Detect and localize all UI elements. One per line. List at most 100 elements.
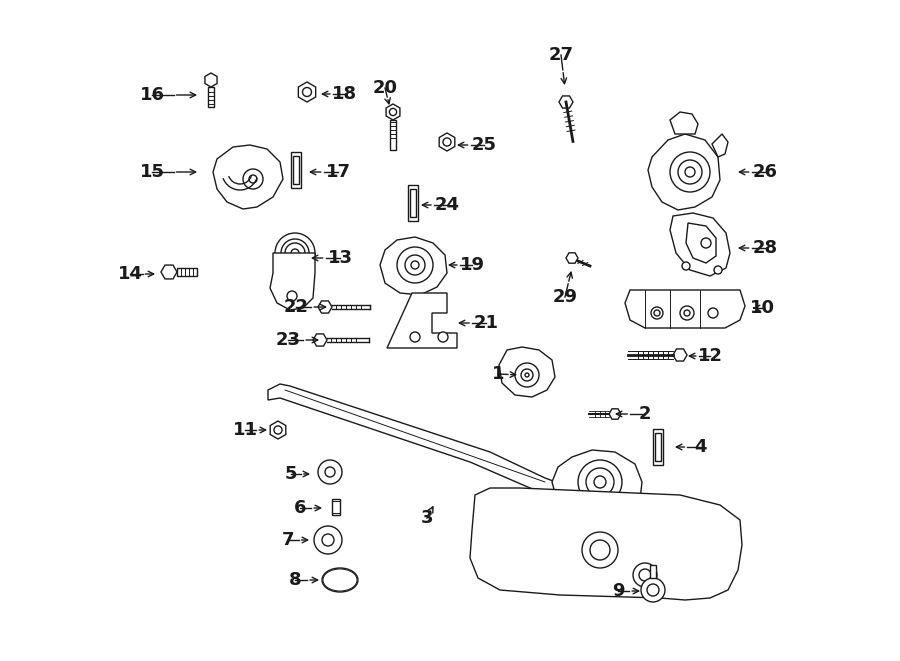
Polygon shape — [625, 290, 745, 328]
Polygon shape — [648, 134, 720, 210]
Polygon shape — [410, 189, 416, 217]
Circle shape — [515, 363, 539, 387]
Text: 28: 28 — [752, 239, 778, 257]
Text: 11: 11 — [232, 421, 257, 439]
Circle shape — [654, 310, 660, 316]
Circle shape — [651, 307, 663, 319]
Text: 22: 22 — [284, 298, 309, 316]
Circle shape — [633, 563, 657, 587]
Polygon shape — [653, 429, 663, 465]
Circle shape — [287, 291, 297, 301]
Text: 29: 29 — [553, 288, 578, 306]
Text: 3: 3 — [421, 509, 433, 527]
Polygon shape — [270, 253, 315, 310]
Ellipse shape — [323, 569, 357, 591]
Circle shape — [684, 310, 690, 316]
Circle shape — [275, 233, 315, 273]
Text: 27: 27 — [548, 46, 573, 64]
Polygon shape — [712, 134, 728, 157]
Text: 26: 26 — [752, 163, 778, 181]
Text: 8: 8 — [289, 571, 302, 589]
Polygon shape — [650, 565, 656, 578]
Text: 25: 25 — [472, 136, 497, 154]
Circle shape — [314, 526, 342, 554]
Circle shape — [291, 249, 299, 257]
Circle shape — [438, 332, 448, 342]
Polygon shape — [291, 152, 301, 188]
Text: 6: 6 — [293, 499, 306, 517]
Circle shape — [525, 373, 529, 377]
Polygon shape — [559, 96, 573, 108]
Polygon shape — [205, 73, 217, 87]
Circle shape — [390, 108, 397, 116]
Text: 5: 5 — [284, 465, 297, 483]
Circle shape — [594, 476, 606, 488]
Polygon shape — [408, 185, 418, 221]
Polygon shape — [268, 384, 618, 520]
Polygon shape — [470, 488, 742, 600]
Circle shape — [285, 243, 305, 263]
Text: 15: 15 — [140, 163, 165, 181]
Polygon shape — [318, 301, 332, 313]
Circle shape — [325, 467, 335, 477]
Circle shape — [397, 247, 433, 283]
Polygon shape — [673, 349, 687, 361]
Circle shape — [641, 578, 665, 602]
Circle shape — [322, 534, 334, 546]
Text: 13: 13 — [328, 249, 353, 267]
Circle shape — [243, 169, 263, 189]
Text: 14: 14 — [118, 265, 142, 283]
Polygon shape — [566, 253, 578, 263]
Text: 17: 17 — [326, 163, 350, 181]
Circle shape — [578, 460, 622, 504]
Circle shape — [647, 584, 659, 596]
Polygon shape — [439, 133, 454, 151]
Polygon shape — [380, 237, 447, 295]
Polygon shape — [213, 145, 283, 209]
Polygon shape — [655, 433, 661, 461]
Polygon shape — [386, 104, 400, 120]
Text: 20: 20 — [373, 79, 398, 97]
Circle shape — [670, 152, 710, 192]
Polygon shape — [313, 334, 327, 346]
Text: 9: 9 — [612, 582, 625, 600]
Text: 21: 21 — [473, 314, 499, 332]
Ellipse shape — [322, 568, 358, 592]
Text: 16: 16 — [140, 86, 165, 104]
Polygon shape — [298, 82, 316, 102]
Circle shape — [680, 306, 694, 320]
Circle shape — [318, 460, 342, 484]
Circle shape — [590, 540, 610, 560]
Polygon shape — [387, 293, 457, 348]
Polygon shape — [332, 499, 340, 515]
Text: 2: 2 — [639, 405, 652, 423]
Circle shape — [302, 87, 311, 97]
Polygon shape — [161, 265, 177, 279]
Polygon shape — [390, 120, 396, 150]
Text: 18: 18 — [332, 85, 357, 103]
Polygon shape — [270, 421, 286, 439]
Polygon shape — [552, 450, 642, 524]
Circle shape — [586, 468, 614, 496]
Polygon shape — [177, 268, 197, 276]
Polygon shape — [670, 112, 698, 134]
Circle shape — [521, 369, 533, 381]
Text: 19: 19 — [460, 256, 484, 274]
Text: 24: 24 — [435, 196, 460, 214]
Text: 4: 4 — [694, 438, 706, 456]
Text: 12: 12 — [698, 347, 723, 365]
Circle shape — [582, 532, 618, 568]
Circle shape — [411, 261, 419, 269]
Polygon shape — [499, 347, 555, 397]
Circle shape — [274, 426, 282, 434]
Circle shape — [443, 138, 451, 146]
Circle shape — [405, 255, 425, 275]
Circle shape — [701, 238, 711, 248]
Circle shape — [685, 167, 695, 177]
Polygon shape — [208, 87, 214, 107]
Circle shape — [708, 308, 718, 318]
Text: 1: 1 — [491, 365, 504, 383]
Circle shape — [714, 266, 722, 274]
Circle shape — [249, 175, 257, 183]
Polygon shape — [670, 213, 730, 276]
